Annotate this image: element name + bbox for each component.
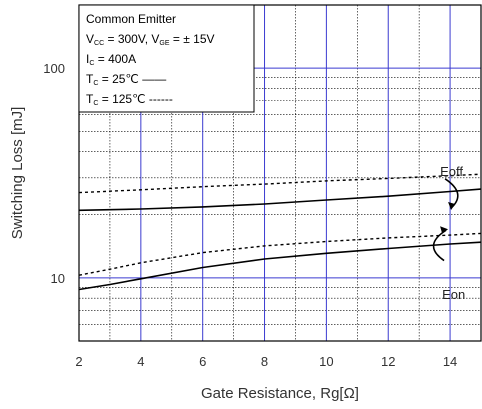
annotations: Eoff Eon: [432, 164, 465, 302]
eon-solid-line: [78, 241, 482, 291]
x-tick-label: 6: [199, 354, 206, 369]
legend-text-part: T: [86, 92, 94, 106]
legend-text-part: = 400A: [94, 52, 136, 66]
legend-line: TC = 25℃ ——: [86, 72, 166, 87]
x-tick-label: 2: [75, 354, 82, 369]
eoff-solid-line: [78, 188, 482, 212]
y-tick-label: 100: [43, 61, 65, 76]
legend-text-part: T: [86, 72, 94, 86]
plot-frame: [78, 4, 482, 342]
legend-text-part: = 300V, V: [104, 32, 159, 46]
legend-subscript: C: [93, 100, 98, 107]
eoff-arrowhead-icon: [448, 202, 456, 211]
x-tick-labels: 2 4 6 8 10 12 14: [75, 354, 457, 369]
legend-line: IC = 400A: [86, 52, 136, 67]
legend-line: TC = 125℃ ------: [86, 92, 173, 107]
legend-text-part: = 125℃ ------: [98, 92, 172, 106]
legend-subscript: GE: [159, 40, 169, 47]
x-tick-label: 4: [137, 354, 144, 369]
x-tick-label: 8: [261, 354, 268, 369]
eoff-label: Eoff: [440, 164, 463, 179]
eoff-dashed-line: [78, 173, 482, 194]
eon-arrowhead-icon: [440, 226, 449, 234]
x-axis-label: Gate Resistance, Rg[Ω]: [201, 385, 359, 402]
eon-dashed-line: [78, 232, 482, 276]
legend-text-part: Common Emitter: [86, 12, 176, 26]
legend-text-part: = 25℃ ——: [98, 72, 166, 86]
legend-line: Common Emitter: [86, 12, 176, 26]
x-tick-label: 14: [443, 354, 457, 369]
series-layer: [78, 173, 482, 291]
legend-text-part: I: [86, 52, 89, 66]
legend-text-part: V: [86, 32, 94, 46]
legend-subscript: CC: [94, 40, 104, 47]
legend-background: [78, 4, 255, 113]
legend-text-part: = ± 15V: [170, 32, 215, 46]
x-tick-label: 10: [319, 354, 333, 369]
y-tick-label: 10: [51, 271, 65, 286]
y-tick-labels: 10 100: [43, 61, 65, 286]
legend-subscript: C: [93, 80, 98, 87]
legend-line: VCC = 300V, VGE = ± 15V: [86, 32, 215, 47]
x-tick-label: 12: [381, 354, 395, 369]
legend-subscript: C: [89, 60, 94, 67]
eon-label: Eon: [442, 287, 465, 302]
y-axis-label: Switching Loss [mJ]: [9, 107, 26, 240]
